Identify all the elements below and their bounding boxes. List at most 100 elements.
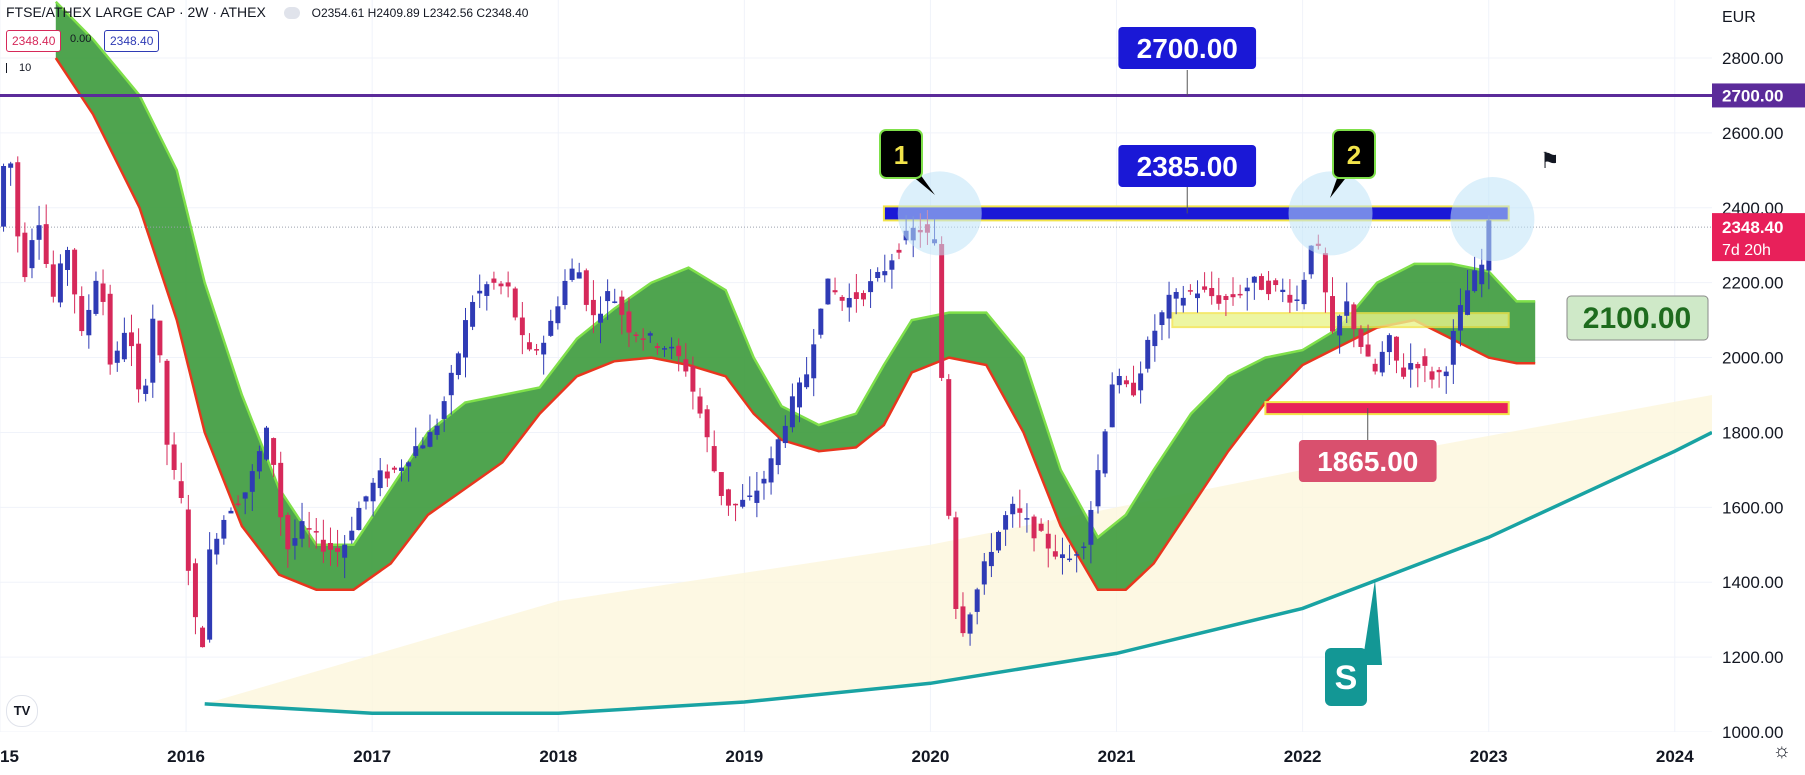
candle-body xyxy=(50,264,56,297)
x-tick-label: 2019 xyxy=(725,747,763,766)
candle-body xyxy=(455,353,461,376)
candle-body xyxy=(356,507,362,531)
candle-body xyxy=(939,244,945,378)
candle-body xyxy=(306,528,312,530)
label-2385-bg xyxy=(1118,145,1257,187)
visibility-icon[interactable] xyxy=(283,7,300,20)
y-tick-label: 1400.00 xyxy=(1722,573,1783,592)
candle-body xyxy=(1408,363,1414,370)
candle-body xyxy=(114,350,120,363)
candle-body xyxy=(789,396,795,428)
candle-body xyxy=(846,297,852,308)
annotations: 2700.00 2385.00 2100.00 1865.00 1 2 S ⚑ xyxy=(879,27,1709,706)
volume-label: 10 xyxy=(6,62,31,74)
candle-body xyxy=(79,296,85,332)
candle-body xyxy=(534,349,540,351)
x-tick-label: 2020 xyxy=(912,747,950,766)
candle-body xyxy=(647,333,653,336)
candle-body xyxy=(782,425,788,444)
candle-body xyxy=(974,589,980,612)
candle-body xyxy=(1194,293,1200,299)
ask-price-box[interactable]: 2348.40 xyxy=(104,30,160,52)
candle-body xyxy=(1386,335,1392,353)
candle-body xyxy=(214,538,220,555)
candle-body xyxy=(1,166,7,227)
candle-body xyxy=(200,627,206,648)
symbol-title[interactable]: FTSE/ATHEX LARGE CAP · 2W · ATHEX xyxy=(6,4,266,20)
candle-body xyxy=(1031,516,1037,539)
callout-2-bg xyxy=(1332,129,1376,179)
candle-body xyxy=(1337,315,1343,336)
candles xyxy=(1,156,1492,648)
candle-body xyxy=(875,271,881,279)
candle-body xyxy=(683,359,689,372)
candle-body xyxy=(164,360,170,445)
candle-body xyxy=(1166,294,1172,319)
candle-body xyxy=(249,471,255,492)
candle-body xyxy=(178,481,184,498)
candle-body xyxy=(391,467,397,470)
candle-body xyxy=(1465,290,1471,315)
candle-body xyxy=(1109,384,1115,428)
axis-tag-2700-bg xyxy=(1712,83,1805,108)
candle-body xyxy=(1131,382,1137,396)
candle-body xyxy=(711,446,717,472)
x-tick-label: 2023 xyxy=(1470,747,1508,766)
candle-body xyxy=(121,332,127,360)
candle-body xyxy=(832,290,838,293)
candle-body xyxy=(768,458,774,483)
candle-body xyxy=(818,308,824,335)
label-2700: 2700.00 xyxy=(1137,33,1238,64)
candle-body xyxy=(8,163,14,168)
candle-body xyxy=(1010,503,1016,515)
candle-body xyxy=(1344,301,1350,316)
candle-body xyxy=(72,249,78,295)
candle-body xyxy=(868,281,874,293)
candle-body xyxy=(690,366,696,392)
curve-s-line xyxy=(204,430,1713,716)
candle-body xyxy=(470,301,476,327)
candle-body xyxy=(519,317,525,336)
label-1865-bg xyxy=(1298,440,1437,482)
candle-body xyxy=(541,342,547,355)
candle-body xyxy=(1258,276,1264,290)
candle-body xyxy=(704,409,710,438)
candle-body xyxy=(22,232,28,278)
symbol-header: FTSE/ATHEX LARGE CAP · 2W · ATHEX O2354.… xyxy=(6,4,528,20)
candle-body xyxy=(264,427,269,460)
candle-body xyxy=(448,372,454,396)
bid-price-box[interactable]: 2348.40 xyxy=(6,30,62,52)
candle-body xyxy=(1159,312,1165,326)
candle-body xyxy=(1330,296,1336,332)
candle-body xyxy=(1472,270,1478,292)
candle-body xyxy=(590,299,596,316)
candle-body xyxy=(143,385,149,394)
candle-body xyxy=(1415,363,1421,369)
candle-body xyxy=(484,284,490,296)
candle-body xyxy=(299,521,305,539)
candle-body xyxy=(1187,290,1193,292)
y-tick-label: 1200.00 xyxy=(1722,648,1783,667)
candle-body xyxy=(157,320,163,356)
y-tick-label: 2600.00 xyxy=(1722,124,1783,143)
candle-body xyxy=(988,551,994,567)
y-tick-label: 2000.00 xyxy=(1722,349,1783,368)
callout-1: 1 xyxy=(894,140,908,170)
gear-icon[interactable]: ☼ xyxy=(1772,740,1791,762)
x-tick-label: 2015 xyxy=(0,747,19,766)
candle-body xyxy=(399,467,405,471)
highlight-circle xyxy=(897,171,982,256)
candle-body xyxy=(804,374,810,388)
candle-body xyxy=(1273,280,1279,286)
candle-body xyxy=(413,446,419,456)
candle-body xyxy=(1116,375,1122,386)
candle-body xyxy=(839,296,845,301)
candle-body xyxy=(860,293,866,300)
y-tick-label: 1000.00 xyxy=(1722,723,1783,742)
label-2700-bg xyxy=(1118,27,1257,69)
tradingview-logo[interactable]: TV xyxy=(6,695,38,727)
candle-body xyxy=(1351,304,1357,330)
candle-body xyxy=(797,382,802,408)
